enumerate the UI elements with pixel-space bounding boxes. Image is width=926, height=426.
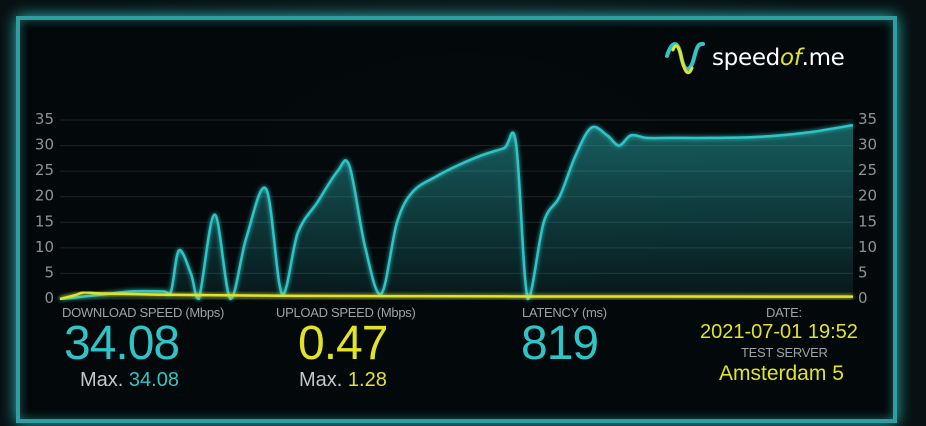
- download-line: [59, 123, 854, 301]
- date-label: DATE:: [766, 305, 802, 320]
- upload-line: [59, 291, 854, 301]
- upload-value: 0.47: [298, 317, 388, 370]
- download-area: [60, 125, 853, 299]
- latency-label: LATENCY (ms): [522, 305, 607, 320]
- y-tick-left: 30: [35, 136, 54, 154]
- y-tick-left: 20: [35, 187, 54, 205]
- y-tick-right: 20: [858, 187, 877, 205]
- y-tick-left: 25: [35, 161, 54, 179]
- download-value: 34.08: [64, 317, 180, 370]
- y-tick-right: 0: [858, 289, 868, 307]
- y-tick-right: 30: [858, 136, 877, 154]
- server-value: Amsterdam 5: [719, 362, 844, 385]
- y-tick-left: 5: [44, 263, 54, 281]
- latency-value: 819: [521, 317, 599, 370]
- upload-label: UPLOAD SPEED (Mbps): [276, 305, 416, 320]
- y-tick-right: 25: [858, 161, 877, 179]
- y-tick-left: 15: [35, 212, 54, 230]
- upload-max: Max. 1.28: [299, 369, 387, 391]
- date-value: 2021-07-01 19:52: [700, 321, 858, 343]
- y-tick-right: 5: [858, 263, 868, 281]
- y-tick-right: 15: [858, 212, 877, 230]
- speedofme-logo[interactable]: speedof.me: [664, 38, 845, 78]
- download-max: Max. 34.08: [80, 369, 179, 391]
- download-label: DOWNLOAD SPEED (Mbps): [62, 305, 225, 320]
- logo-text: speedof.me: [712, 45, 845, 71]
- wave-logo-icon: [665, 41, 705, 75]
- y-tick-left: 0: [44, 289, 54, 307]
- y-tick-right: 35: [858, 110, 877, 128]
- y-tick-right: 10: [858, 238, 877, 256]
- y-tick-left: 35: [35, 110, 54, 128]
- server-label: TEST SERVER: [741, 345, 828, 360]
- y-tick-left: 10: [35, 238, 54, 256]
